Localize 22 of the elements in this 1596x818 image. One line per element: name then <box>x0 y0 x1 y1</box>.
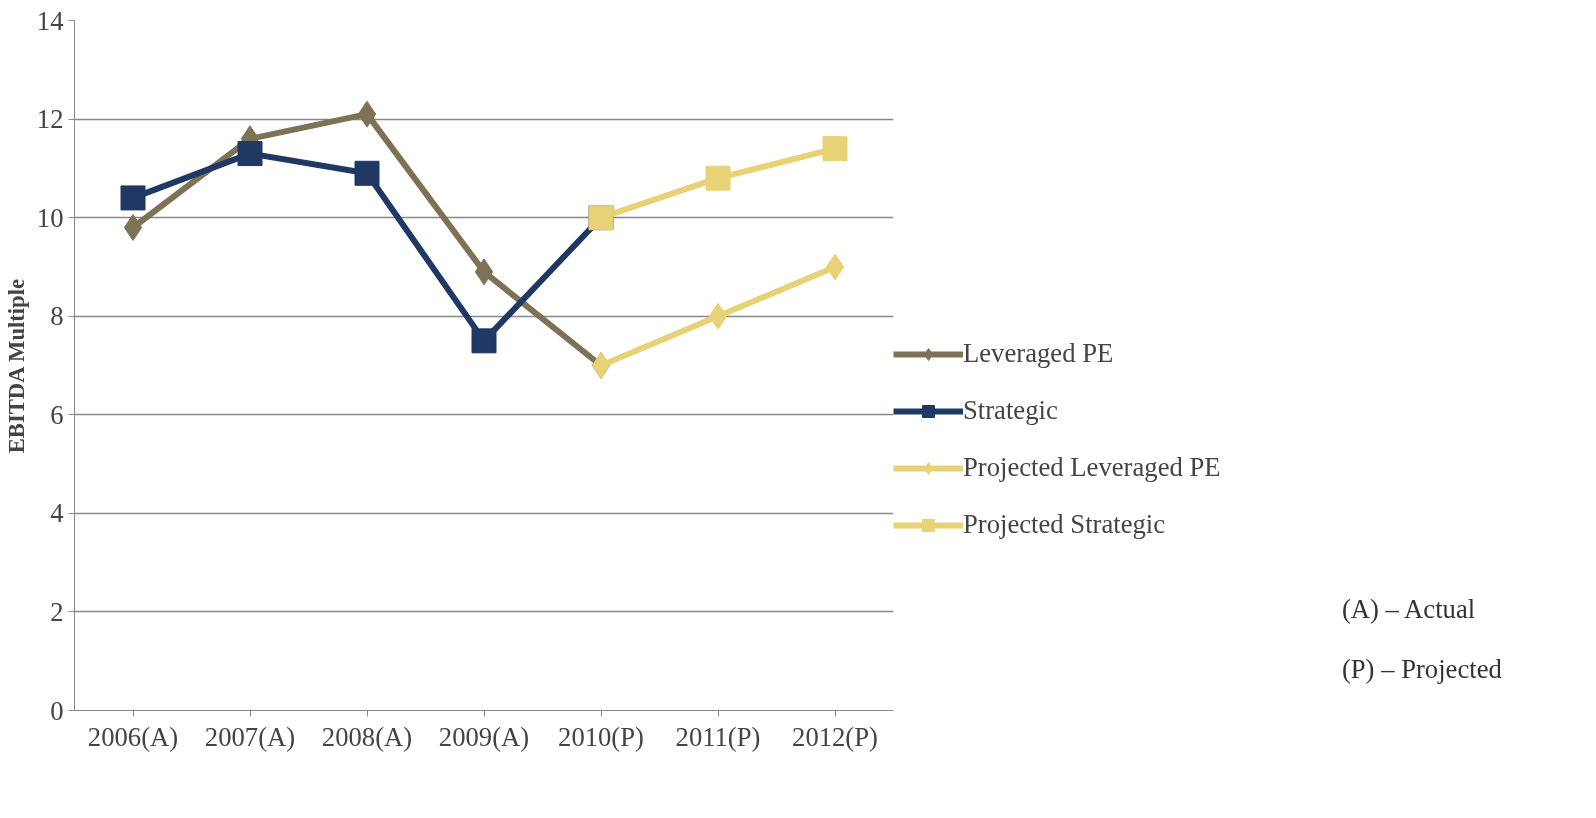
text: (P) – Projected <box>1341 653 1502 687</box>
y-tick-label: 0 <box>50 695 64 726</box>
legend-label: Projected Strategic <box>963 509 1166 540</box>
x-tick-label: 2010(P) <box>558 721 644 752</box>
x-tick-label: 2006(A) <box>87 721 179 752</box>
y-tick-label: 4 <box>50 498 64 529</box>
x-tick-label: 2008(A) <box>321 721 413 752</box>
y-tick-label: 2 <box>50 596 64 627</box>
y-tick-label: 12 <box>36 104 64 135</box>
x-tick-label: 2009(A) <box>438 721 530 752</box>
legend-label: Strategic <box>963 395 1058 426</box>
y-tick-label: 10 <box>36 202 64 233</box>
y-tick-label: 6 <box>50 399 64 430</box>
text: (A) – Actual <box>1341 593 1476 626</box>
legend-label: Leveraged PE <box>963 338 1114 369</box>
x-tick-label: 2007(A) <box>204 721 296 752</box>
y-tick-label: 8 <box>50 301 64 332</box>
y-axis-title: EBITDA Multiple <box>3 278 29 454</box>
x-tick-label: 2011(P) <box>675 721 761 752</box>
y-tick-label: 14 <box>36 5 64 36</box>
legend-label: Projected Leveraged PE <box>963 452 1221 483</box>
x-tick-label: 2012(P) <box>792 721 878 752</box>
